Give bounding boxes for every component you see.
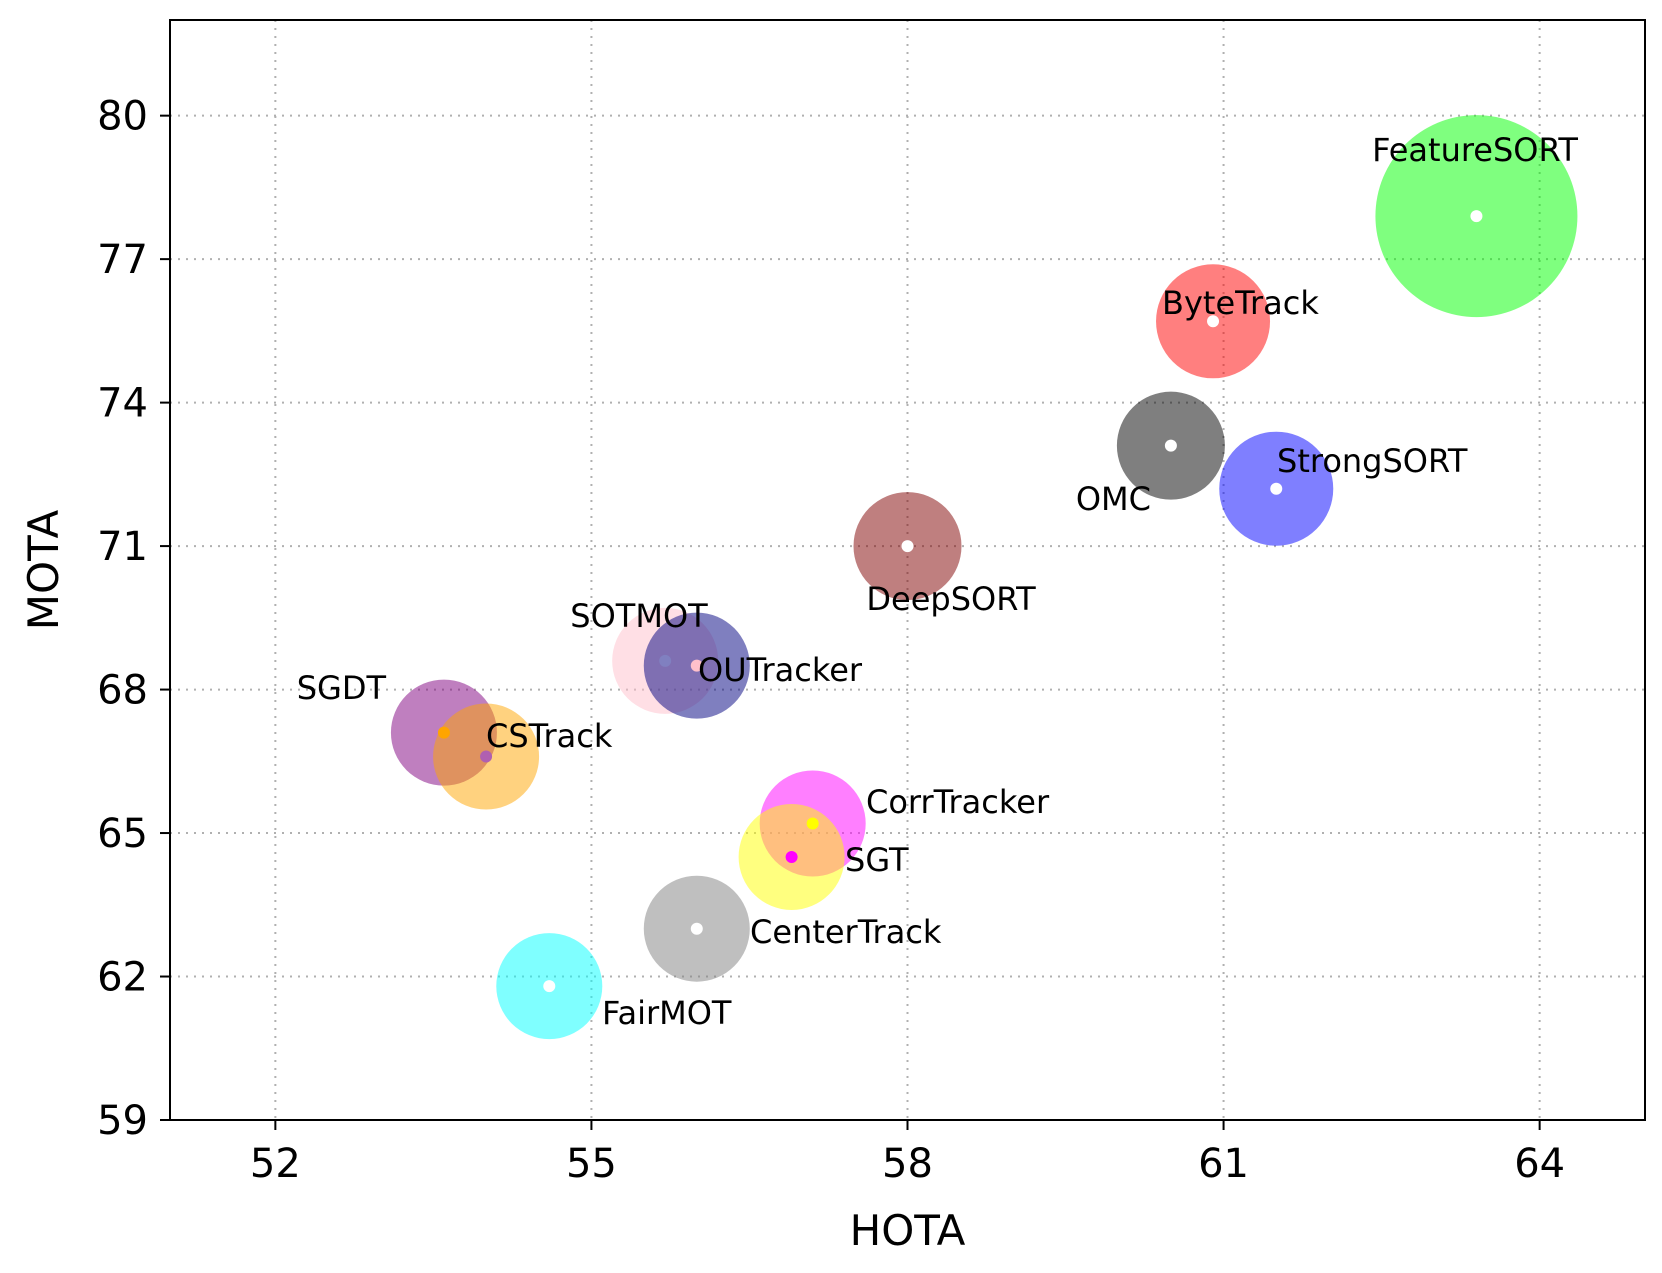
point-label-omc: OMC <box>1076 480 1151 518</box>
center-dot-cstrack <box>480 750 493 763</box>
y-tick-label: 59 <box>97 1098 148 1144</box>
center-dot-centertrack <box>690 922 703 935</box>
x-tick-label: 58 <box>882 1141 933 1187</box>
x-tick-label: 52 <box>250 1141 301 1187</box>
y-tick-label: 62 <box>97 955 148 1001</box>
bubbles <box>390 115 1578 1040</box>
y-tick-label: 77 <box>97 237 148 283</box>
y-tick-label: 65 <box>97 811 148 857</box>
point-label-corrtracker: CorrTracker <box>866 783 1050 821</box>
center-dots <box>437 210 1483 993</box>
center-dot-outracker <box>690 659 703 672</box>
center-dot-sgt <box>785 850 798 863</box>
point-label-featuresort: FeatureSORT <box>1372 131 1578 169</box>
point-label-strongsort: StrongSORT <box>1277 442 1468 480</box>
center-dot-deepsort <box>901 540 914 553</box>
y-tick-label: 80 <box>97 94 148 140</box>
y-axis-label: MOTA <box>19 510 68 631</box>
point-labels: FeatureSORT ByteTrack OMC StrongSORT DeepSOR… <box>297 131 1579 1032</box>
center-dot-strongsort <box>1270 482 1283 495</box>
point-label-centertrack: CenterTrack <box>750 913 942 951</box>
x-tick-label: 64 <box>1514 1141 1565 1187</box>
ticks: 52 55 58 61 64 59 62 65 68 71 74 77 80 <box>97 94 1565 1187</box>
y-tick-label: 74 <box>97 381 148 427</box>
point-label-bytetrack: ByteTrack <box>1162 284 1319 322</box>
y-tick-label: 68 <box>97 668 148 714</box>
point-label-sgdt: SGDT <box>297 669 387 707</box>
point-label-fairmot: FairMOT <box>602 994 732 1032</box>
point-label-deepsort: DeepSORT <box>866 580 1036 618</box>
point-label-sotmot: SOTMOT <box>570 597 708 635</box>
center-dot-sgdt <box>437 726 450 739</box>
point-label-outracker: OUTracker <box>698 651 863 689</box>
x-tick-label: 61 <box>1198 1141 1249 1187</box>
x-tick-label: 55 <box>566 1141 617 1187</box>
center-dot-bytetrack <box>1207 315 1220 328</box>
point-label-cstrack: CSTrack <box>486 717 613 755</box>
center-dot-fairmot <box>543 980 556 993</box>
center-dot-featuresort <box>1470 210 1483 223</box>
center-dot-corrtracker <box>806 817 819 830</box>
center-dot-sotmot <box>659 654 672 667</box>
x-axis-label: HOTA <box>850 1206 966 1255</box>
point-label-sgt: SGT <box>845 841 909 879</box>
center-dot-omc <box>1164 439 1177 452</box>
y-tick-label: 71 <box>97 524 148 570</box>
